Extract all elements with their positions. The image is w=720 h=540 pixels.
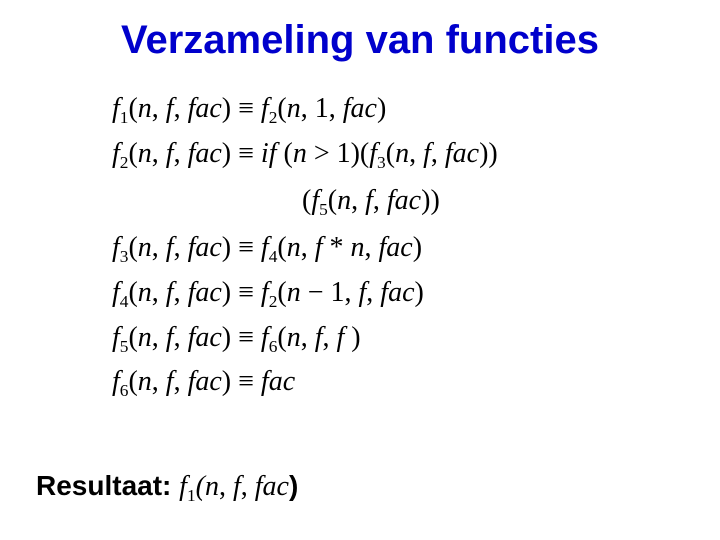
fn-symbol: f	[112, 93, 120, 124]
lhs-args: (n, f, fac)	[128, 138, 231, 169]
result-expr: f1(n, f, fac	[179, 471, 289, 502]
fn-symbol: f	[112, 322, 120, 353]
equiv-symbol: ≡	[238, 232, 261, 263]
equiv-symbol: ≡	[238, 366, 261, 397]
equation-row: f4(n, f, fac) ≡ f2(n − 1, f, fac)	[112, 271, 680, 316]
lhs-args: (n, f, fac)	[128, 322, 231, 353]
lhs-args: (n, f, fac)	[128, 277, 231, 308]
equation-row: f6(n, f, fac) ≡ fac	[112, 360, 680, 405]
slide: Verzameling van functies f1(n, f, fac) ≡…	[0, 0, 720, 540]
rhs: f4(n, f * n, fac)	[261, 232, 422, 263]
rhs: fac	[261, 366, 295, 397]
rhs: f2(n, 1, fac)	[261, 93, 386, 124]
fn-symbol: f	[112, 138, 120, 169]
equiv-symbol: ≡	[238, 93, 261, 124]
equiv-symbol: ≡	[238, 322, 261, 353]
equation-row: f3(n, f, fac) ≡ f4(n, f * n, fac)	[112, 226, 680, 271]
equation-row: f2(n, f, fac) ≡ if (n > 1)(f3(n, f, fac)…	[112, 132, 680, 177]
rhs-cont: (f5(n, f, fac))	[302, 185, 440, 216]
fn-symbol: f	[112, 277, 120, 308]
equations-block: f1(n, f, fac) ≡ f2(n, 1, fac) f2(n, f, f…	[112, 87, 680, 405]
lhs-args: (n, f, fac)	[128, 232, 231, 263]
result-label: Resultaat:	[36, 470, 179, 501]
rhs: f6(n, f, f )	[261, 322, 361, 353]
lhs-args: (n, f, fac)	[128, 366, 231, 397]
equiv-symbol: ≡	[238, 277, 261, 308]
equiv-symbol: ≡	[238, 138, 261, 169]
rhs: f2(n − 1, f, fac)	[261, 277, 424, 308]
fn-symbol: f	[112, 366, 120, 397]
equation-row: f5(n, f, fac) ≡ f6(n, f, f )	[112, 316, 680, 361]
slide-title: Verzameling van functies	[40, 18, 680, 63]
result-close: )	[289, 470, 298, 501]
equation-row-continuation: (f5(n, f, fac))	[302, 179, 680, 224]
result-line: Resultaat: f1(n, f, fac)	[36, 470, 298, 506]
rhs: if (n > 1)(f3(n, f, fac))	[261, 138, 498, 169]
fn-symbol: f	[112, 232, 120, 263]
equation-row: f1(n, f, fac) ≡ f2(n, 1, fac)	[112, 87, 680, 132]
lhs-args: (n, f, fac)	[128, 93, 231, 124]
